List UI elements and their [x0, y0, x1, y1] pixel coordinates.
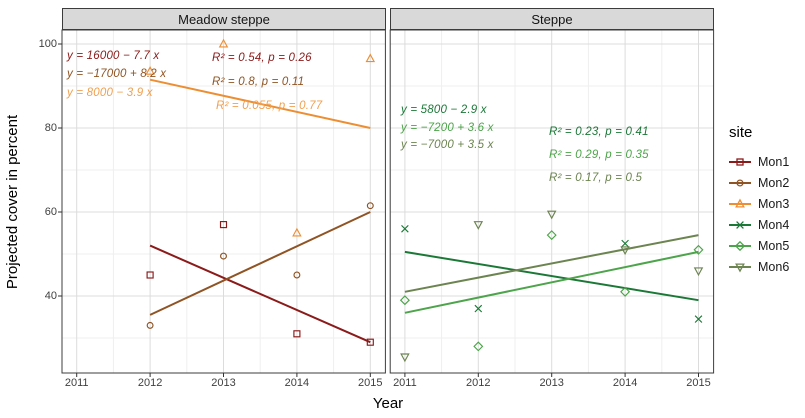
data-point-open-square — [366, 338, 374, 346]
x-tick-label: 2012 — [466, 377, 491, 389]
data-point-open-circle — [220, 252, 227, 260]
data-point-open-triangle-down — [693, 267, 704, 277]
mon6-open-triangle-down-glyph — [729, 262, 751, 272]
equation-mon1: y = 16000 − 7.7 x — [67, 50, 160, 62]
x-tick-label: 2013 — [211, 377, 236, 389]
legend-item-mon1: Mon1 — [727, 151, 805, 172]
y-tick-label: 80 — [44, 122, 57, 134]
data-point-open-diamond — [693, 244, 704, 255]
mon1-key-icon — [727, 153, 753, 171]
equation-mon4: y = 5800 − 2.9 x — [401, 104, 487, 116]
mon2-key-icon — [727, 174, 753, 192]
data-point-cross — [474, 304, 483, 313]
mon1-open-square-glyph — [729, 157, 751, 166]
x-tick-label: 2013 — [539, 377, 564, 389]
data-point-cross — [401, 224, 409, 233]
legend-label-mon6: Mon6 — [758, 259, 790, 274]
stats-mon4: R² = 0.23, p = 0.41 — [549, 126, 649, 138]
data-point-open-triangle-down — [735, 262, 745, 272]
data-point-cross — [694, 315, 703, 323]
mon5-key-icon — [727, 237, 753, 255]
mon6-key-icon — [727, 258, 753, 276]
y-tick-label: 100 — [38, 38, 57, 50]
data-point-open-square — [146, 271, 154, 279]
legend-item-mon2: Mon2 — [727, 172, 805, 193]
trend-line-mon5 — [404, 250, 699, 314]
x-tick-label: 2011 — [64, 377, 89, 389]
trend-line-mon6 — [404, 234, 699, 293]
data-point-open-diamond — [399, 295, 410, 306]
mon4-cross-glyph — [729, 220, 751, 229]
stats-mon3: R² = 0.055, p = 0.77 — [216, 100, 323, 112]
legend-item-mon4: Mon4 — [727, 214, 805, 235]
data-point-open-square — [219, 221, 228, 229]
mon3-key-icon — [727, 195, 753, 213]
trend-line-mon4 — [404, 250, 699, 302]
data-point-open-diamond — [473, 341, 484, 352]
legend: site Mon1 Mon2 Mon3 Mon4 Mon5 Mon6 — [727, 124, 805, 277]
facet-strip-label: Steppe — [531, 11, 573, 27]
mon2-open-circle-glyph — [729, 178, 751, 187]
data-point-cross — [621, 239, 629, 248]
stats-mon1: R² = 0.54, p = 0.26 — [212, 52, 312, 64]
trend-line-mon2 — [149, 211, 371, 316]
x-tick-label: 2014 — [284, 377, 310, 389]
x-tick-label: 2015 — [686, 377, 711, 389]
data-point-open-triangle-down — [400, 353, 410, 363]
data-point-open-square — [736, 157, 744, 166]
data-point-open-triangle-down — [546, 210, 557, 220]
equation-mon3: y = 8000 − 3.9 x — [67, 87, 153, 99]
legend-label-mon3: Mon3 — [758, 196, 790, 211]
facet-strip-steppe: Steppe — [390, 8, 714, 30]
legend-title: site — [729, 124, 753, 141]
equation-mon5: y = −7200 + 3.6 x — [401, 122, 494, 134]
x-tick-label: 2011 — [393, 377, 417, 389]
trend-line-mon1 — [149, 244, 371, 344]
legend-item-mon5: Mon5 — [727, 235, 805, 256]
equation-mon2: y = −17000 + 8.2 x — [67, 68, 167, 80]
x-tick-label: 2015 — [358, 377, 383, 389]
y-axis-title: Projected cover in percent — [4, 114, 21, 290]
data-point-open-triangle-up — [735, 198, 745, 208]
legend-label-mon4: Mon4 — [758, 217, 790, 232]
data-point-open-triangle-up — [145, 65, 155, 75]
data-point-open-diamond — [620, 286, 631, 297]
data-point-open-circle — [293, 271, 301, 279]
data-point-open-triangle-down — [620, 246, 630, 256]
data-point-open-square — [293, 330, 301, 338]
x-tick-label: 2012 — [137, 377, 163, 389]
data-point-open-triangle-up — [365, 53, 376, 63]
x-tick-label: 2014 — [612, 377, 638, 389]
data-point-open-triangle-down — [473, 221, 484, 230]
data-point-cross — [736, 220, 744, 229]
mon5-open-diamond-glyph — [729, 240, 751, 251]
mon4-key-icon — [727, 216, 753, 234]
stats-mon5: R² = 0.29, p = 0.35 — [549, 149, 649, 161]
data-point-open-circle — [366, 202, 374, 210]
data-point-open-circle — [146, 321, 154, 329]
facet-strip-label: Meadow steppe — [178, 11, 270, 27]
data-point-open-triangle-up — [292, 227, 302, 237]
trend-line-mon3 — [149, 78, 371, 129]
legend-item-mon6: Mon6 — [727, 256, 805, 277]
data-point-open-triangle-up — [218, 38, 229, 48]
mon3-open-triangle-up-glyph — [729, 198, 751, 208]
x-axis-title: Year — [372, 395, 404, 412]
data-point-open-circle — [736, 178, 744, 187]
y-tick-label: 40 — [44, 290, 57, 302]
legend-label-mon5: Mon5 — [758, 238, 790, 253]
facet-strip-meadow-steppe: Meadow steppe — [62, 8, 386, 30]
data-point-open-diamond — [546, 230, 557, 241]
y-tick-label: 60 — [44, 206, 57, 218]
equation-mon6: y = −7000 + 3.5 x — [401, 139, 494, 151]
stats-mon2: R² = 0.8, p = 0.11 — [212, 76, 305, 88]
legend-label-mon2: Mon2 — [758, 175, 790, 190]
legend-item-mon3: Mon3 — [727, 193, 805, 214]
legend-label-mon1: Mon1 — [758, 154, 790, 169]
data-point-open-diamond — [734, 240, 746, 251]
stats-mon6: R² = 0.17, p = 0.5 — [549, 172, 643, 184]
